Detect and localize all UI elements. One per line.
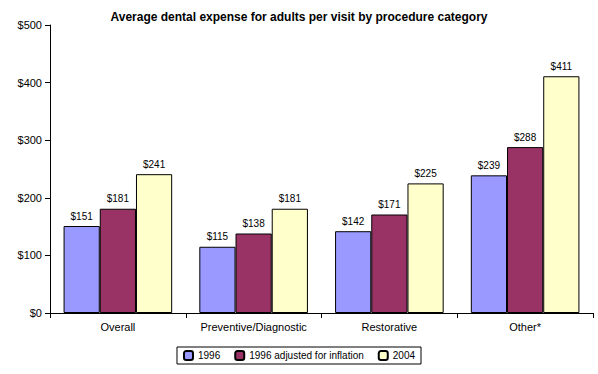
svg-text:$400: $400 (18, 77, 42, 89)
svg-text:Average dental expense for adu: Average dental expense for adults per vi… (110, 10, 487, 24)
svg-text:$500: $500 (18, 19, 42, 31)
svg-text:$239: $239 (478, 160, 501, 171)
svg-text:$288: $288 (514, 132, 537, 143)
svg-text:$200: $200 (18, 192, 42, 204)
svg-text:Overall: Overall (100, 321, 135, 333)
svg-text:Other*: Other* (509, 321, 542, 333)
svg-text:$225: $225 (414, 168, 437, 179)
svg-text:1996 adjusted for inflation: 1996 adjusted for inflation (249, 350, 364, 361)
svg-text:$241: $241 (143, 159, 166, 170)
svg-text:Restorative: Restorative (362, 321, 418, 333)
svg-text:$0: $0 (30, 307, 42, 319)
svg-text:$138: $138 (243, 218, 266, 229)
svg-text:$100: $100 (18, 249, 42, 261)
svg-text:$151: $151 (71, 211, 94, 222)
svg-text:1996: 1996 (198, 350, 221, 361)
svg-text:2004: 2004 (393, 350, 416, 361)
svg-text:$300: $300 (18, 134, 42, 146)
svg-text:$171: $171 (378, 199, 401, 210)
svg-text:$142: $142 (342, 216, 365, 227)
svg-text:$181: $181 (107, 193, 130, 204)
svg-text:$411: $411 (551, 61, 573, 72)
svg-text:Preventive/Diagnostic: Preventive/Diagnostic (200, 321, 307, 333)
svg-text:$115: $115 (207, 231, 229, 242)
svg-text:$181: $181 (279, 193, 302, 204)
